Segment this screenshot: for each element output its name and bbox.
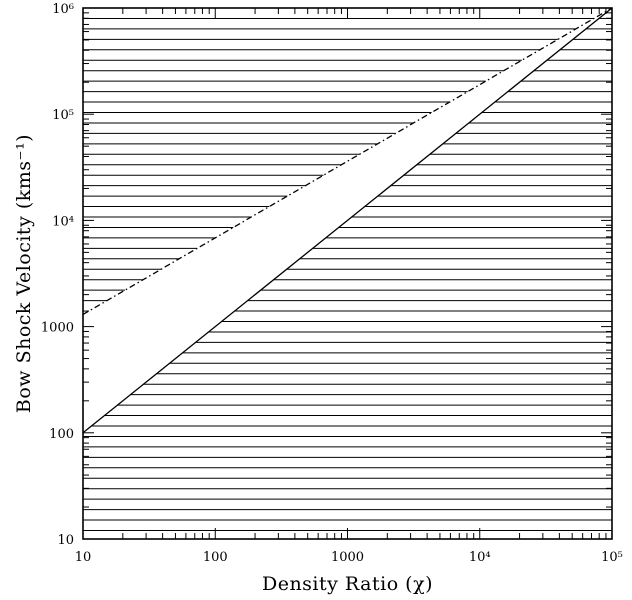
y-axis-tick-labels: 10 100 1000 10⁴ 10⁵ 10⁶ xyxy=(41,2,74,548)
y-tick-label: 1000 xyxy=(41,321,74,336)
axis-ticks xyxy=(82,7,613,540)
plot-frame xyxy=(82,7,613,540)
y-axis-title: Bow Shock Velocity (kms⁻¹) xyxy=(13,134,35,413)
x-tick-label: 100 xyxy=(203,550,228,565)
x-tick-label: 1000 xyxy=(331,550,364,565)
y-tick-label: 10⁶ xyxy=(52,2,74,17)
dashed-series-line xyxy=(82,7,613,316)
x-tick-label: 10 xyxy=(75,550,92,565)
y-tick-label: 100 xyxy=(49,427,74,442)
series-group xyxy=(82,7,613,434)
y-tick-label: 10 xyxy=(57,533,74,548)
hatch-region-below-solid-line xyxy=(83,17,612,531)
solid-series-line xyxy=(82,7,613,434)
hatch-region-above-dashed-line xyxy=(83,17,594,312)
y-tick-label: 10⁵ xyxy=(52,108,74,123)
y-tick-label: 10⁴ xyxy=(52,214,74,229)
x-axis-title: Density Ratio (χ) xyxy=(262,573,433,595)
x-tick-label: 10⁵ xyxy=(601,550,623,565)
x-axis-tick-labels: 10 100 1000 10⁴ 10⁵ xyxy=(75,550,623,565)
x-tick-label: 10⁴ xyxy=(469,550,491,565)
